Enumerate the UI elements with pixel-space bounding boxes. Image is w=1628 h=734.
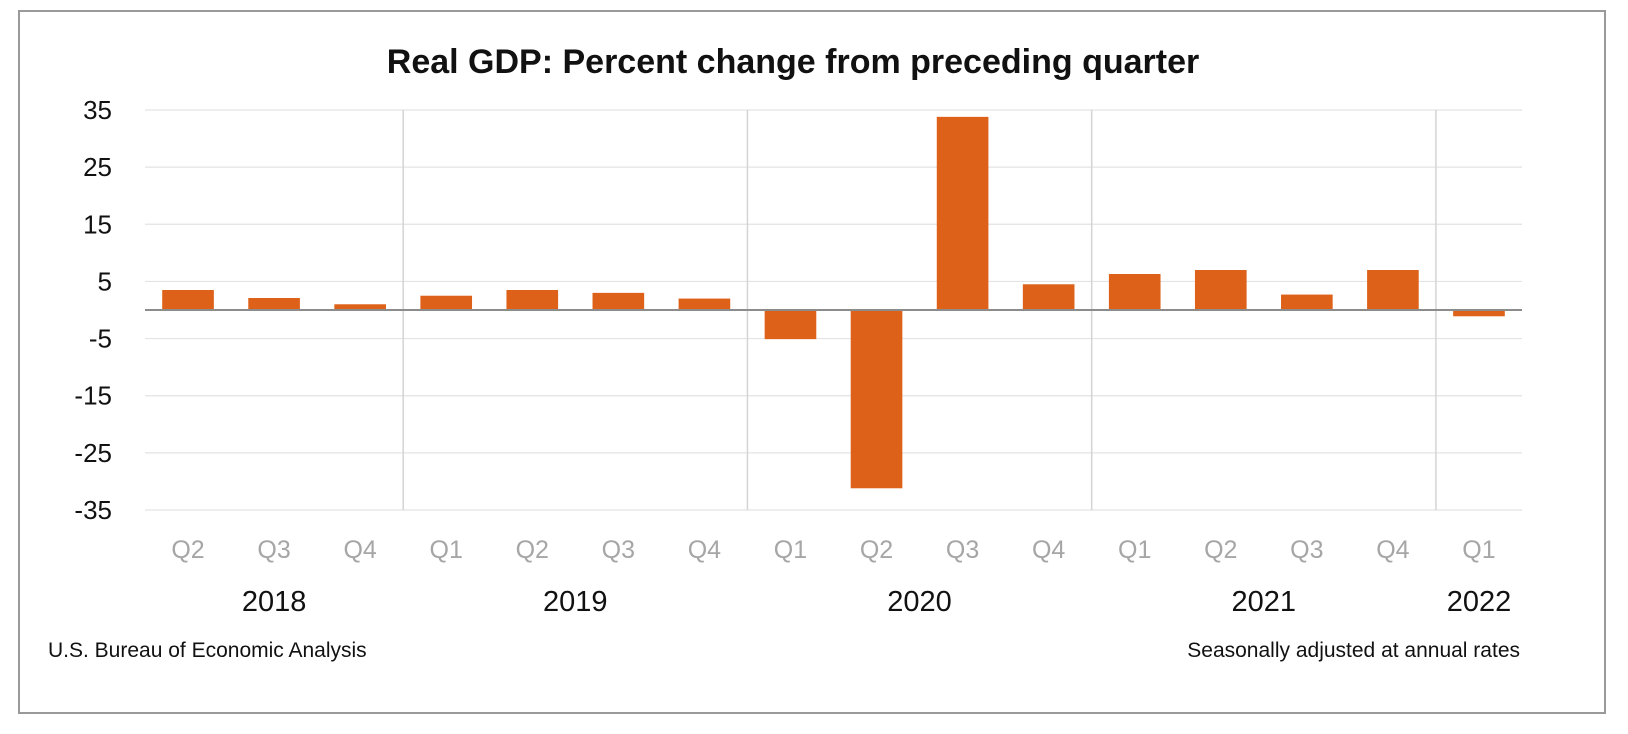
y-tick-label: -25 bbox=[74, 438, 112, 468]
bars bbox=[162, 116, 1505, 489]
x-tick-label: Q2 bbox=[1204, 536, 1237, 564]
x-tick-label: Q3 bbox=[1290, 536, 1323, 564]
bar bbox=[334, 304, 386, 310]
y-tick-label: 35 bbox=[83, 95, 112, 125]
y-axis-ticks: 35 25 15 5 -5 -15 -25 -35 bbox=[74, 95, 112, 525]
x-tick-label: Q2 bbox=[171, 536, 204, 564]
bar bbox=[936, 116, 989, 310]
bar bbox=[162, 290, 214, 310]
bar bbox=[1367, 270, 1419, 310]
y-tick-label: 25 bbox=[83, 152, 112, 182]
y-tick-label: -15 bbox=[74, 381, 112, 411]
y-tick-label: 15 bbox=[83, 209, 112, 239]
bar bbox=[1453, 310, 1505, 317]
x-tick-label: Q3 bbox=[602, 536, 635, 564]
source-note: U.S. Bureau of Economic Analysis bbox=[48, 639, 367, 662]
x-tick-label: Q3 bbox=[946, 536, 979, 564]
year-label: 2021 bbox=[1232, 586, 1297, 618]
year-label: 2018 bbox=[242, 586, 307, 618]
year-label: 2019 bbox=[543, 586, 608, 618]
x-tick-label: Q2 bbox=[516, 536, 549, 564]
x-axis-ticks: Q2 Q3 Q4 Q1 Q2 Q3 Q4 Q1 Q2 Q3 Q4 Q1 Q2 Q3 Q4 Q1 bbox=[171, 536, 1495, 564]
y-tick-label: -5 bbox=[89, 324, 112, 354]
x-tick-label: Q1 bbox=[430, 536, 463, 564]
bar bbox=[850, 310, 903, 489]
chart-frame bbox=[18, 10, 1606, 714]
bar bbox=[1108, 274, 1161, 310]
x-tick-label: Q1 bbox=[1118, 536, 1151, 564]
bar bbox=[592, 292, 645, 310]
year-labels: 2018 2019 2020 2021 2022 bbox=[242, 586, 1511, 618]
x-tick-label: Q3 bbox=[257, 536, 290, 564]
year-label: 2022 bbox=[1447, 586, 1512, 618]
bar bbox=[1281, 294, 1333, 310]
bar bbox=[506, 290, 559, 310]
gridlines bbox=[145, 109, 1522, 511]
x-tick-label: Q1 bbox=[1462, 536, 1495, 564]
x-tick-label: Q4 bbox=[343, 536, 376, 564]
bar bbox=[764, 310, 817, 340]
x-tick-label: Q2 bbox=[860, 536, 893, 564]
y-tick-label: -35 bbox=[74, 495, 112, 525]
bar bbox=[678, 298, 731, 310]
x-tick-label: Q4 bbox=[1376, 536, 1409, 564]
year-label: 2020 bbox=[887, 586, 952, 618]
bar bbox=[1194, 270, 1247, 310]
x-tick-label: Q1 bbox=[774, 536, 807, 564]
bar bbox=[420, 295, 473, 310]
x-tick-label: Q4 bbox=[688, 536, 721, 564]
bar bbox=[248, 298, 300, 310]
x-tick-label: Q4 bbox=[1032, 536, 1065, 564]
bar bbox=[1022, 284, 1075, 310]
chart-title: Real GDP: Percent change from preceding … bbox=[387, 43, 1199, 81]
y-tick-label: 5 bbox=[98, 266, 112, 296]
rate-note: Seasonally adjusted at annual rates bbox=[1187, 639, 1520, 662]
